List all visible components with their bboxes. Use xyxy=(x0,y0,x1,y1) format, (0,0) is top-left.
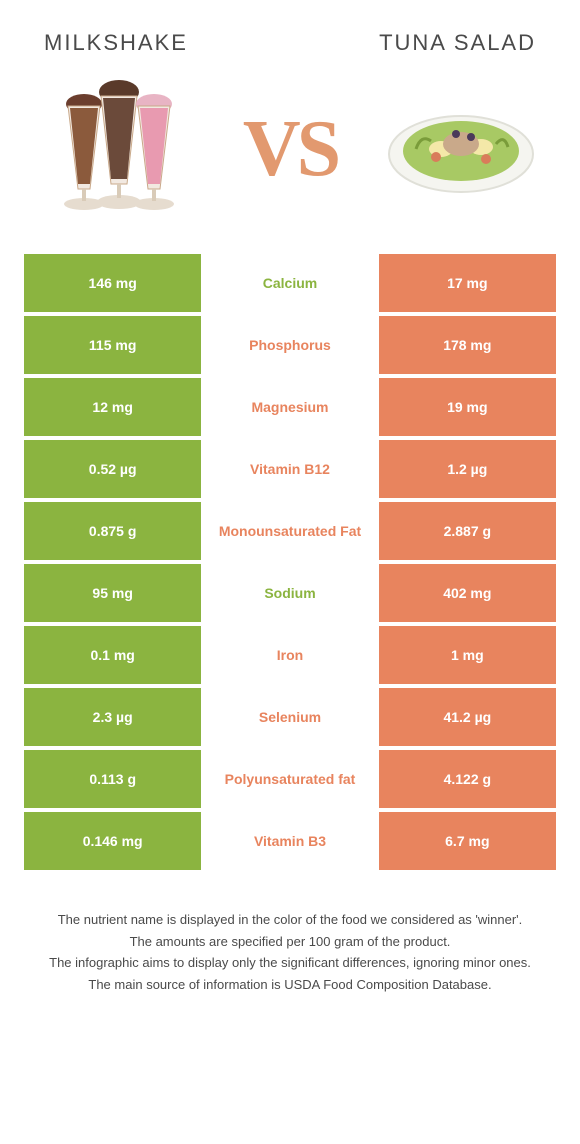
table-row: 95 mgSodium402 mg xyxy=(24,564,556,622)
left-food-title: Milkshake xyxy=(44,30,188,56)
right-value-cell: 1.2 µg xyxy=(379,440,556,498)
vs-label: VS xyxy=(243,104,337,195)
footnote-line: The amounts are specified per 100 gram o… xyxy=(34,932,546,952)
footnote-line: The nutrient name is displayed in the co… xyxy=(34,910,546,930)
tuna-salad-icon xyxy=(386,74,536,224)
comparison-table: 146 mgCalcium17 mg115 mgPhosphorus178 mg… xyxy=(24,254,556,870)
nutrient-label-cell: Iron xyxy=(201,626,378,684)
table-row: 0.113 gPolyunsaturated fat4.122 g xyxy=(24,750,556,808)
table-row: 0.875 gMonounsaturated Fat2.887 g xyxy=(24,502,556,560)
table-row: 115 mgPhosphorus178 mg xyxy=(24,316,556,374)
left-value-cell: 0.1 mg xyxy=(24,626,201,684)
nutrient-label-cell: Sodium xyxy=(201,564,378,622)
left-value-cell: 0.875 g xyxy=(24,502,201,560)
footnote-line: The infographic aims to display only the… xyxy=(34,953,546,973)
table-row: 146 mgCalcium17 mg xyxy=(24,254,556,312)
right-value-cell: 178 mg xyxy=(379,316,556,374)
table-row: 0.1 mgIron1 mg xyxy=(24,626,556,684)
left-value-cell: 0.52 µg xyxy=(24,440,201,498)
nutrient-label-cell: Phosphorus xyxy=(201,316,378,374)
right-value-cell: 19 mg xyxy=(379,378,556,436)
left-value-cell: 0.146 mg xyxy=(24,812,201,870)
right-value-cell: 17 mg xyxy=(379,254,556,312)
right-value-cell: 1 mg xyxy=(379,626,556,684)
right-value-cell: 402 mg xyxy=(379,564,556,622)
nutrient-label-cell: Calcium xyxy=(201,254,378,312)
milkshake-icon xyxy=(44,74,194,224)
right-value-cell: 4.122 g xyxy=(379,750,556,808)
left-value-cell: 115 mg xyxy=(24,316,201,374)
vs-row: VS xyxy=(24,74,556,254)
right-value-cell: 2.887 g xyxy=(379,502,556,560)
nutrient-label-cell: Selenium xyxy=(201,688,378,746)
right-food-title: Tuna salad xyxy=(379,30,536,56)
left-value-cell: 0.113 g xyxy=(24,750,201,808)
table-row: 0.146 mgVitamin B36.7 mg xyxy=(24,812,556,870)
table-row: 0.52 µgVitamin B121.2 µg xyxy=(24,440,556,498)
table-row: 12 mgMagnesium19 mg xyxy=(24,378,556,436)
nutrient-label-cell: Vitamin B3 xyxy=(201,812,378,870)
footnote: The nutrient name is displayed in the co… xyxy=(24,910,556,994)
right-value-cell: 6.7 mg xyxy=(379,812,556,870)
table-row: 2.3 µgSelenium41.2 µg xyxy=(24,688,556,746)
left-value-cell: 95 mg xyxy=(24,564,201,622)
nutrient-label-cell: Polyunsaturated fat xyxy=(201,750,378,808)
nutrient-label-cell: Magnesium xyxy=(201,378,378,436)
right-value-cell: 41.2 µg xyxy=(379,688,556,746)
nutrient-label-cell: Monounsaturated Fat xyxy=(201,502,378,560)
nutrient-label-cell: Vitamin B12 xyxy=(201,440,378,498)
header-row: Milkshake Tuna salad xyxy=(24,30,556,56)
left-value-cell: 146 mg xyxy=(24,254,201,312)
left-value-cell: 12 mg xyxy=(24,378,201,436)
footnote-line: The main source of information is USDA F… xyxy=(34,975,546,995)
left-value-cell: 2.3 µg xyxy=(24,688,201,746)
